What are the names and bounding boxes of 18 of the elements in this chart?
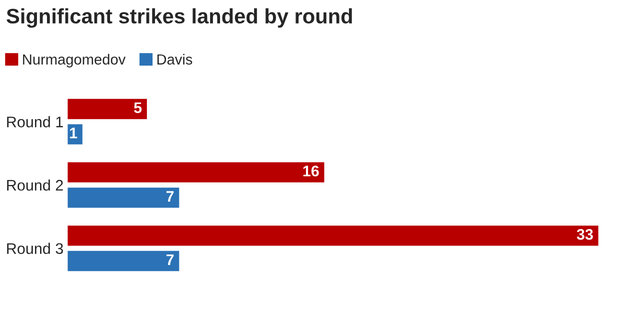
data-label: 16 [303,166,319,176]
y-tick-label: Round 2 [7,179,63,191]
bar [67,160,326,184]
chart-title: Significant strikes landed by round [6,8,352,28]
legend-label: Nurmagomedov [23,54,126,68]
data-label: 7 [166,254,174,265]
legend-label: Davis [157,54,192,65]
bar [67,186,181,210]
data-label: 33 [576,228,593,240]
bar [67,250,181,272]
bar [67,122,84,146]
bar [67,98,148,120]
y-tick-label: Round 3 [7,242,63,254]
data-label: 7 [166,191,174,202]
data-label: 5 [134,102,142,114]
y-tick-label: Round 1 [7,116,63,128]
data-label: 1 [70,128,78,138]
bar [67,224,599,248]
